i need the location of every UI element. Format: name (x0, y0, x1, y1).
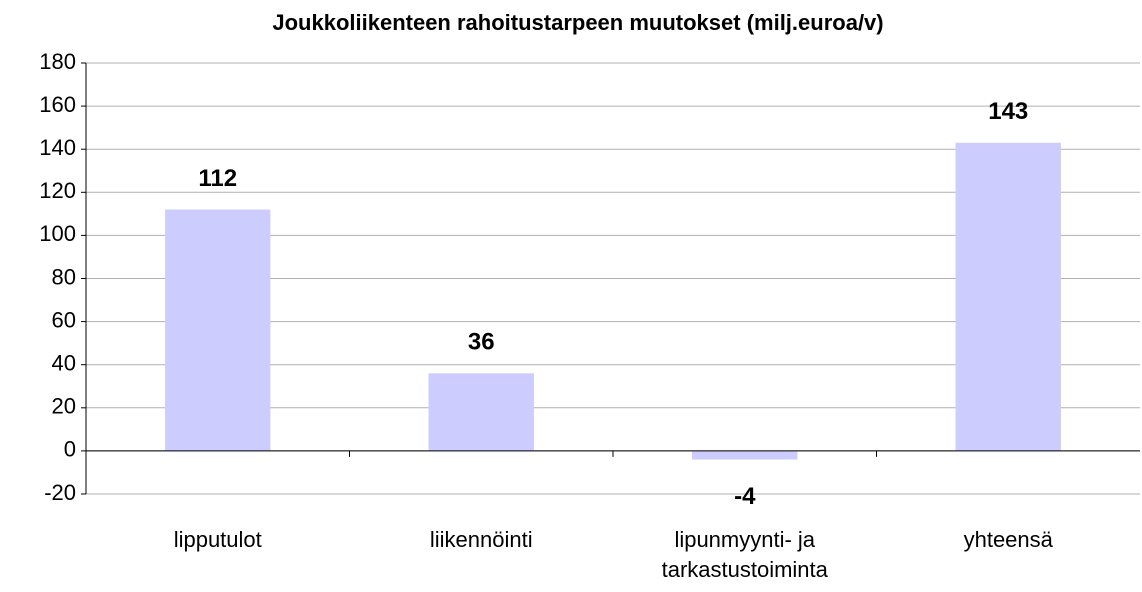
bar (692, 450, 798, 460)
data-label: 36 (468, 329, 495, 356)
data-label: 143 (988, 98, 1028, 125)
y-tick-label: 60 (52, 307, 76, 332)
y-tick-label: -20 (44, 480, 76, 505)
y-tick-label: 40 (52, 351, 76, 376)
x-tick-label: liikennöinti (429, 527, 533, 552)
bar (428, 373, 534, 451)
y-tick-label: 140 (39, 135, 76, 160)
x-tick-label: lipputulot (173, 527, 262, 552)
x-tick-label: lipunmyynti- ja tarkastustoiminta (661, 527, 828, 582)
y-tick-label: 0 (64, 437, 76, 462)
x-tick-label: yhteensä (963, 527, 1053, 552)
y-tick-label: 20 (52, 394, 76, 419)
y-tick-label: 80 (52, 264, 76, 289)
chart-title: Joukkoliikenteen rahoitustarpeen muutoks… (272, 10, 883, 35)
data-label: -4 (734, 483, 756, 510)
data-label: 112 (198, 165, 237, 192)
y-tick-label: 120 (39, 178, 76, 203)
bar (165, 209, 271, 451)
y-tick-label: 100 (39, 221, 76, 246)
y-tick-label: 160 (39, 92, 76, 117)
y-tick-label: 180 (39, 49, 76, 74)
bar (955, 142, 1061, 451)
